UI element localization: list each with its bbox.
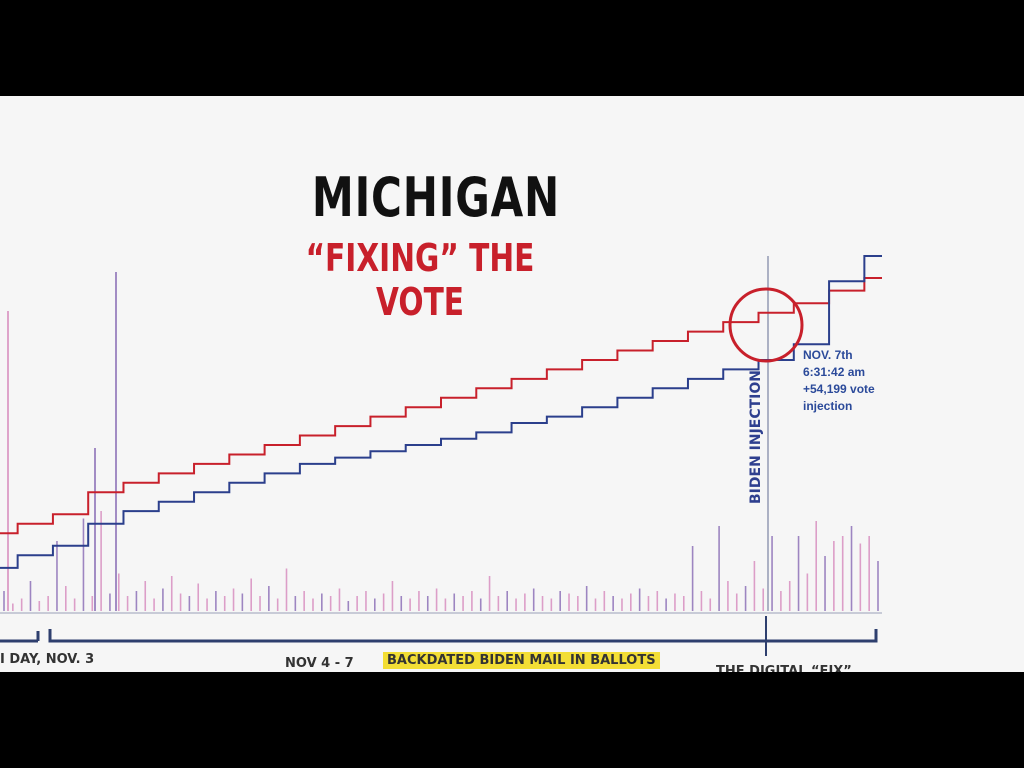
chart-overlay: [0, 287, 882, 656]
biden-injection-label: BIDEN INJECTION: [748, 369, 764, 504]
injection-annotation: NOV. 7th 6:31:42 am +54,199 vote injecti…: [803, 347, 913, 415]
annotation-line-1: NOV. 7th: [803, 348, 853, 362]
highlight-circle: [728, 287, 804, 363]
spike-bars: [3, 256, 879, 611]
series-line-red: [0, 277, 882, 535]
annotation-line-4: injection: [803, 399, 853, 413]
period-label-right: THE DIGITAL “FIX”: [716, 664, 852, 672]
series-line-blue: [0, 255, 882, 569]
period-bracket-main: [48, 629, 878, 643]
chart-title: MICHIGAN: [311, 166, 560, 229]
chart-svg: [0, 255, 882, 656]
chart-subtitle: “FIXING” THE VOTE: [305, 236, 535, 324]
period-bracket-left: [0, 631, 40, 643]
chart-frame: MICHIGAN “FIXING” THE VOTE NOV. 7th 6:31…: [0, 96, 1024, 672]
annotation-line-2: 6:31:42 am: [803, 365, 866, 379]
annotation-line-3: +54,199 vote: [803, 382, 875, 396]
highlight-label: BACKDATED BIDEN MAIL IN BALLOTS: [383, 652, 660, 669]
period-label-middle: NOV 4 - 7: [285, 656, 354, 671]
series-lines: [0, 255, 882, 569]
period-label-left: I DAY, NOV. 3: [0, 652, 95, 667]
